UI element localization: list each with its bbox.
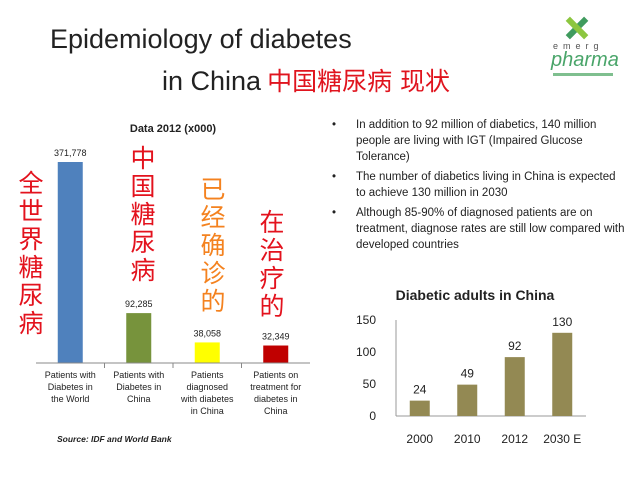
bullet-list: • In addition to 92 million of diabetics,… xyxy=(332,117,628,257)
bullet-text: Although 85-90% of diagnosed patients ar… xyxy=(356,207,625,251)
chart-title: Data 2012 (x000) xyxy=(130,123,217,135)
source-note: Source: IDF and World Bank xyxy=(57,434,172,444)
data-label: 92,285 xyxy=(125,299,153,309)
bar xyxy=(57,162,83,363)
category-label: Patients with xyxy=(45,370,96,380)
data-label: 92 xyxy=(508,339,522,353)
y-tick-label: 150 xyxy=(356,313,376,327)
y-tick-label: 0 xyxy=(369,409,376,423)
chart-title: Diabetic adults in China xyxy=(396,287,555,303)
y-tick-label: 50 xyxy=(363,377,377,391)
annotation-diagnosed: 已经确诊的 xyxy=(200,175,226,316)
data-label: 49 xyxy=(461,367,475,381)
annotation-world-diabetics: 全世界糖尿病 xyxy=(18,169,44,338)
category-label: China xyxy=(127,394,151,404)
bar xyxy=(194,342,220,363)
category-label: Diabetes in xyxy=(48,382,93,392)
logo-mark-icon xyxy=(565,16,589,40)
bullet-text: In addition to 92 million of diabetics, … xyxy=(356,119,597,163)
logo-tagline-bar xyxy=(553,73,613,76)
bar xyxy=(126,313,152,363)
data-label: 371,778 xyxy=(54,148,87,158)
x-tick-label: 2012 xyxy=(501,432,528,446)
bar xyxy=(552,332,573,416)
bullet-item: • Although 85-90% of diagnosed patients a… xyxy=(332,205,628,253)
category-label: Patients on xyxy=(253,370,298,380)
slide-title-line1: Epidemiology of diabetes xyxy=(50,24,352,54)
bullet-item: • In addition to 92 million of diabetics,… xyxy=(332,117,628,165)
bullet-dot: • xyxy=(332,119,337,131)
bullet-text: The number of diabetics living in China … xyxy=(356,171,616,199)
category-label: diagnosed xyxy=(186,382,228,392)
bullet-dot: • xyxy=(332,171,337,183)
chart-data-2012: Data 2012 (x000) 371,778 Patients with Diab… xyxy=(36,123,310,416)
category-label: treatment for xyxy=(250,382,301,392)
bullet-dot: • xyxy=(332,207,337,219)
x-tick-label: 2030 E xyxy=(543,432,581,446)
bar xyxy=(409,400,430,416)
x-tick-label: 2000 xyxy=(406,432,433,446)
annotation-on-treatment: 在治疗的 xyxy=(259,208,285,321)
bar xyxy=(457,384,478,416)
category-label: Patients with xyxy=(113,370,164,380)
slide-title-cn: 中国糖尿病 现状 xyxy=(267,67,451,96)
data-label: 38,058 xyxy=(193,328,221,338)
y-tick-label: 100 xyxy=(356,345,376,359)
x-tick-label: 2010 xyxy=(454,432,481,446)
logo-word-pharma: pharma xyxy=(551,49,619,71)
category-label: with diabetes xyxy=(180,394,234,404)
category-label: Diabetes in xyxy=(116,382,161,392)
category-label: diabetes in xyxy=(254,394,298,404)
category-label: the World xyxy=(51,394,89,404)
category-label: in China xyxy=(191,406,224,416)
logo-word-emerg: emerg xyxy=(553,41,604,51)
chart-diabetic-adults: Diabetic adults in China 0 50 100 150 24 2000 4… xyxy=(356,287,586,446)
emergpharma-logo: emerg pharma xyxy=(543,14,623,84)
category-label: China xyxy=(264,406,288,416)
data-label: 130 xyxy=(552,315,572,329)
annotation-china-diabetics: 中国糖尿病 xyxy=(130,144,156,285)
slide-title-line2: in China 中国糖尿病 现状 xyxy=(162,62,450,98)
slide-title-en: in China xyxy=(162,66,262,96)
category-label: Patients xyxy=(191,370,224,380)
data-label: 32,349 xyxy=(262,332,290,342)
bar xyxy=(263,345,289,363)
data-label: 24 xyxy=(413,383,427,397)
bullet-item: • The number of diabetics living in China… xyxy=(332,169,628,201)
bar xyxy=(504,357,525,416)
